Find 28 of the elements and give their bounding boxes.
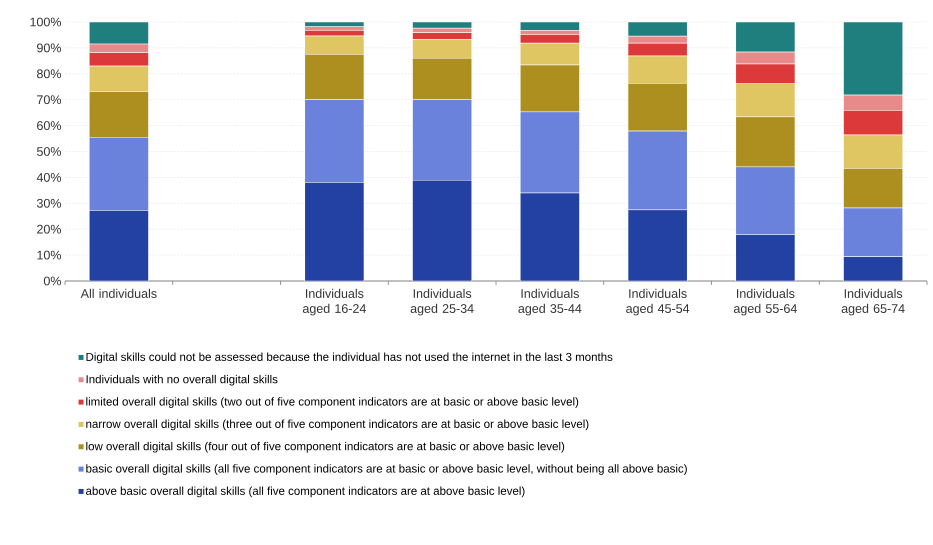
x-tick-label: Individuals aged 45-54 (626, 288, 690, 316)
y-tick-label: 80% (37, 69, 62, 78)
bar (520, 22, 580, 31)
bar (412, 22, 472, 29)
y-tick-label: 70% (37, 95, 62, 104)
legend-label: above basic overall digital skills (all five component indicators are at above basic level) (86, 486, 525, 498)
y-tick-label: 50% (36, 147, 62, 156)
x-tick-label: All individuals (80, 288, 157, 298)
bar (304, 22, 364, 27)
x-tick-label: Individuals aged 25-34 (410, 288, 474, 316)
legend-label: low overall digital skills (four out of five component indicators are at basic or above basic level) (86, 442, 564, 453)
y-tick-label: 0% (44, 276, 62, 286)
legend-label: Individuals with no overall digital skills (86, 374, 278, 386)
y-tick-label: 10% (37, 250, 62, 260)
y-tick-label: 40% (36, 172, 62, 182)
y-tick-label: 30% (36, 198, 62, 208)
y-tick-label: 60% (37, 121, 62, 130)
x-tick-label: Individuals aged 16-24 (302, 288, 366, 316)
x-tick-label: Individuals aged 65-74 (842, 288, 905, 316)
x-tick-label: Individuals aged 35-44 (518, 288, 582, 316)
y-tick-label: 100% (30, 18, 62, 26)
legend-label: Digital skills could not be assessed because the individual has not used the internet in the last 3 months (86, 352, 612, 364)
x-tick-label: Individuals aged 55-64 (734, 288, 797, 316)
legend-label: limited overall digital skills (two out of five component indicators are at basic or above basic level) (86, 397, 578, 408)
y-tick-label: 90% (37, 43, 62, 52)
y-tick-label: 20% (37, 224, 62, 234)
legend-label: basic overall digital skills (all five component indicators are at basic or above basic level, without being all above basic) (86, 464, 687, 475)
legend-label: narrow overall digital skills (three out of five component indicators are at basic or above basic level) (86, 420, 588, 430)
